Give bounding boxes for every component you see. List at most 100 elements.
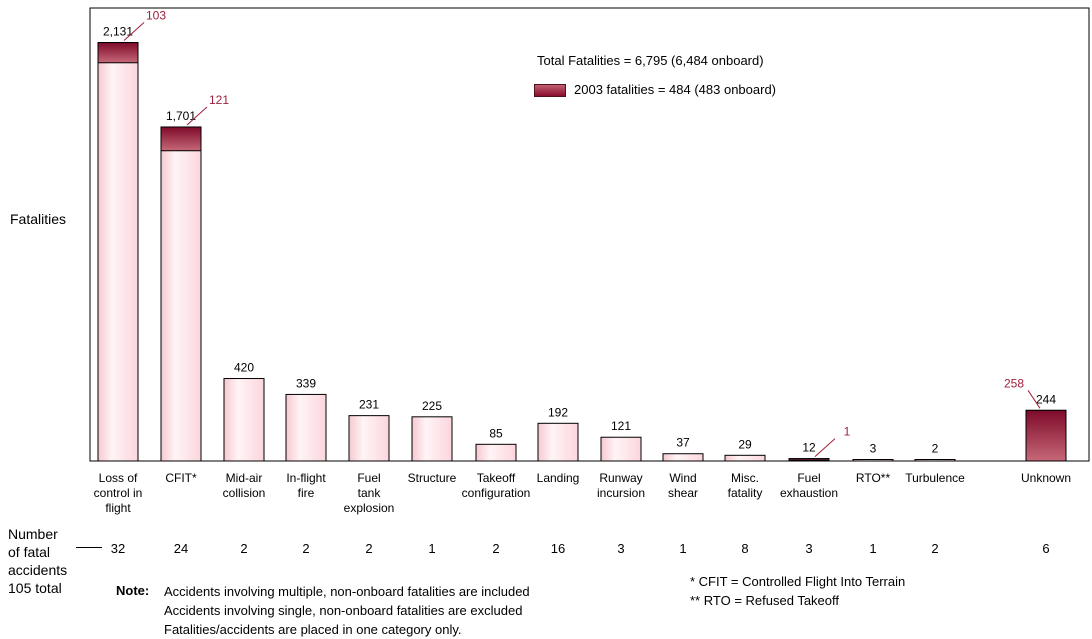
accident-count: 2 — [365, 541, 373, 556]
category-label-line: Fuel — [797, 471, 821, 485]
bar-total — [600, 436, 642, 462]
category-label-line: CFIT* — [165, 471, 197, 485]
accident-title-line: Number — [8, 526, 58, 542]
y-axis-title: Fatalities — [10, 211, 67, 227]
accident-count: 2 — [240, 541, 248, 556]
category-label: In-flight fire — [261, 471, 351, 501]
accident-count: 24 — [173, 541, 189, 556]
category-label-line: Fuel — [357, 471, 381, 485]
bar-value-label: 339 — [296, 376, 316, 390]
footnote-rto: ** RTO = Refused Takeoff — [690, 593, 839, 608]
recent-value-label: 258 — [1004, 376, 1024, 390]
bar-total — [724, 454, 766, 462]
bar-total — [662, 453, 704, 462]
bar-value-label: 2 — [932, 442, 939, 456]
category-label-line: Wind — [669, 471, 697, 485]
legend-swatch-2003 — [534, 84, 566, 97]
category-label: Unknown — [1001, 471, 1091, 486]
legend-total-fatalities: Total Fatalities = 6,795 (6,484 onboard) — [537, 53, 764, 68]
bar-value-label: 37 — [676, 436, 690, 450]
category-label-line: control in — [93, 486, 143, 500]
category-label-line: flight — [105, 501, 131, 515]
bar-value-label: 3 — [870, 442, 877, 456]
category-label: Runway incursion — [576, 471, 666, 501]
category-label-line: Unknown — [1020, 471, 1072, 485]
bar-total — [97, 42, 139, 462]
category-label: Mid-air collision — [199, 471, 289, 501]
accident-count: 16 — [550, 541, 566, 556]
category-label-line: incursion — [596, 486, 646, 500]
category-label-line: tank — [357, 486, 381, 500]
category-label-line: configuration — [461, 486, 531, 500]
category-label: Fuel exhaustion — [764, 471, 854, 501]
bar-2003-segment — [1025, 409, 1067, 462]
bar-total — [223, 378, 265, 462]
bar-total — [537, 422, 579, 462]
accident-count: 3 — [617, 541, 625, 556]
category-label: Fuel tank explosion — [324, 471, 414, 516]
category-label-line: exhaustion — [779, 486, 839, 500]
category-label-line: Turbulence — [905, 471, 965, 485]
bar-value-label: 231 — [359, 398, 379, 412]
bar-value-label: 192 — [548, 405, 568, 419]
category-label-line: Runway — [599, 471, 643, 485]
bar-total — [914, 459, 956, 462]
accident-count: 2 — [302, 541, 310, 556]
accident-title-line: accidents — [8, 562, 68, 578]
category-label: Landing — [513, 471, 603, 486]
category-label: CFIT* — [136, 471, 226, 486]
bar-value-label: 121 — [611, 419, 631, 433]
accident-count: 2 — [492, 541, 500, 556]
note-line: Accidents involving single, non-onboard … — [164, 603, 523, 618]
bar-total — [285, 393, 327, 462]
category-label-line: RTO** — [855, 471, 891, 485]
bar-value-label: 85 — [489, 426, 503, 440]
bar-value-label: 225 — [422, 399, 442, 413]
bar-value-label: 29 — [738, 437, 752, 451]
category-label-line: Loss of — [98, 471, 138, 485]
accident-count: 8 — [741, 541, 749, 556]
bar-2003-segment — [788, 458, 830, 461]
accident-count-title: Number of fatal accidents 105 total — [8, 525, 67, 597]
accident-count: 3 — [805, 541, 813, 556]
accident-title-line: of fatal — [8, 544, 51, 560]
bar-value-label: 12 — [802, 441, 816, 455]
category-label-line: Landing — [536, 471, 580, 485]
accident-count: 32 — [110, 541, 126, 556]
legend-2003-fatalities: 2003 fatalities = 484 (483 onboard) — [574, 82, 777, 97]
accident-count: 6 — [1042, 541, 1050, 556]
recent-value-label: 103 — [146, 9, 166, 23]
category-label-line: Mid-air — [225, 471, 263, 485]
category-label-line: fatality — [727, 486, 763, 500]
recent-value-label: 121 — [209, 93, 229, 107]
recent-value-label: 1 — [844, 425, 851, 439]
footnote-cfit: * CFIT = Controlled Flight Into Terrain — [690, 574, 906, 589]
bar-value-label: 2,131 — [103, 25, 133, 39]
category-label-line: Structure — [407, 471, 457, 485]
recent-leader-line — [123, 22, 145, 41]
recent-leader-line — [814, 438, 836, 458]
category-label: Turbulence — [890, 471, 980, 486]
category-label-line: Misc. — [731, 471, 759, 485]
accident-title-line: 105 total — [8, 580, 62, 596]
accident-count: 1 — [428, 541, 436, 556]
bar-total — [160, 126, 202, 462]
recent-leader-line — [1027, 390, 1041, 409]
bar-total — [411, 416, 453, 462]
note-heading: Note: — [116, 583, 150, 598]
note-line: Fatalities/accidents are placed in one c… — [164, 622, 462, 637]
bar-total — [852, 459, 894, 462]
category-label-line: shear — [667, 486, 699, 500]
category-label-line: collision — [222, 486, 266, 500]
bar-total — [475, 443, 517, 462]
category-label-line: Takeoff — [476, 471, 516, 485]
bar-total — [348, 415, 390, 462]
category-label: Wind shear — [638, 471, 728, 501]
bar-2003-segment — [97, 42, 139, 64]
category-label: Loss of control in flight — [73, 471, 163, 516]
category-label: Takeoff configuration — [451, 471, 541, 501]
accident-count-leader — [76, 547, 102, 548]
bar-value-label: 420 — [234, 361, 254, 375]
accident-count: 2 — [931, 541, 939, 556]
